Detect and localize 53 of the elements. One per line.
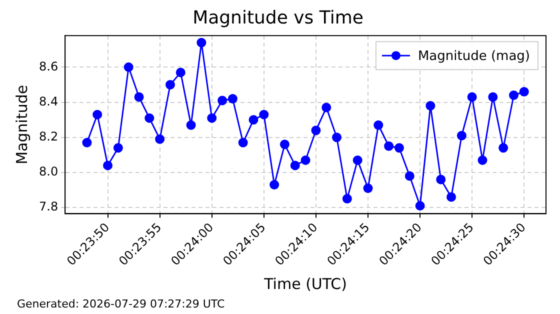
point — [404, 171, 414, 181]
y-tick-label: 7.8 — [38, 200, 58, 214]
point — [82, 138, 92, 148]
point — [218, 96, 228, 106]
point — [446, 192, 456, 202]
point — [311, 126, 321, 136]
point — [144, 113, 154, 123]
text: Generated: 2026-07-29 07:27:29 UTC — [17, 297, 226, 310]
point — [103, 160, 113, 170]
x-axis-title: Time (UTC) — [263, 274, 348, 293]
point — [384, 141, 394, 151]
point — [290, 160, 300, 170]
point — [207, 113, 217, 123]
point — [488, 92, 498, 102]
point — [519, 87, 529, 97]
point — [124, 62, 134, 72]
point — [508, 90, 518, 100]
point — [374, 120, 384, 130]
point — [426, 101, 436, 111]
point — [436, 174, 446, 184]
point — [92, 110, 102, 120]
point — [165, 80, 175, 90]
point — [467, 92, 477, 102]
chart-title: Magnitude vs Time — [192, 7, 364, 28]
y-axis-title: Magnitude — [12, 84, 31, 164]
point — [332, 132, 342, 142]
y-tick-label: 8.6 — [38, 59, 58, 74]
point — [322, 102, 332, 112]
y-tick-label: 8.4 — [38, 94, 58, 108]
point — [176, 68, 186, 78]
point — [186, 120, 196, 130]
point — [196, 38, 206, 48]
point — [352, 155, 362, 165]
point — [248, 115, 258, 125]
point — [155, 134, 165, 144]
point — [342, 194, 352, 204]
point — [498, 143, 508, 153]
point — [415, 201, 425, 211]
point — [259, 110, 269, 120]
point — [270, 180, 280, 190]
point — [134, 92, 144, 102]
point — [228, 94, 238, 104]
point — [456, 130, 466, 140]
point — [280, 140, 290, 150]
point — [113, 143, 123, 153]
y-tick-label: 8.0 — [38, 164, 58, 179]
legend-label: Magnitude (mag) — [418, 48, 530, 64]
y-tick-label: 8.2 — [38, 130, 58, 144]
point — [363, 184, 373, 194]
point — [394, 143, 404, 153]
point — [478, 155, 488, 165]
point — [300, 155, 310, 165]
point — [238, 138, 248, 148]
